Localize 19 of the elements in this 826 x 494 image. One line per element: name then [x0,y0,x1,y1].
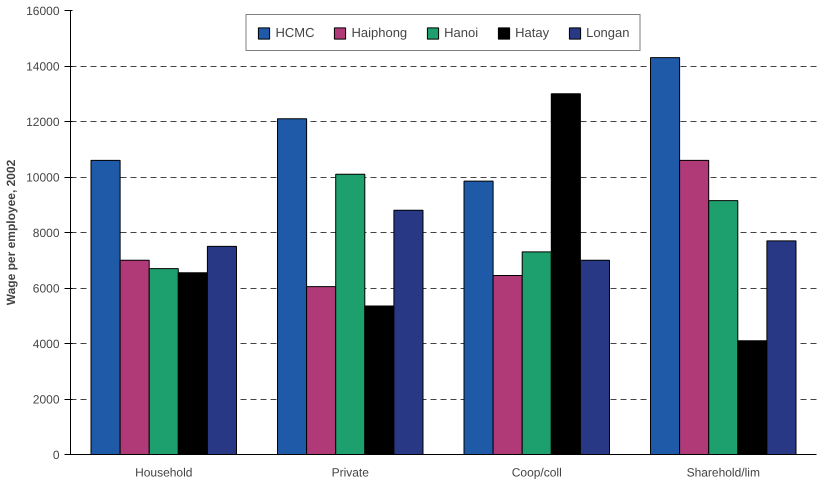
y-tick-label: 12000 [26,115,60,129]
y-tick-label: 2000 [32,392,60,406]
y-tick-label: 0 [52,448,60,462]
x-tick-label: Coop/coll [512,466,562,480]
legend-label: Hanoi [444,25,478,40]
y-tick-label: 4000 [32,337,60,351]
y-tick-label: 8000 [32,226,60,240]
legend-label: Longan [586,25,630,40]
legend-label: Haiphong [352,25,408,40]
y-tick-label: 10000 [26,170,60,184]
x-tick-label: Sharehold/lim [686,466,760,480]
y-tick-label: 14000 [26,60,60,74]
legend-label: HCMC [276,25,315,40]
x-tick-label: Private [332,466,370,480]
y-tick-label: 6000 [32,282,60,296]
y-tick-label: 16000 [26,4,60,18]
legend-label: Hatay [515,25,550,40]
x-tick-label: Household [135,466,192,480]
y-axis-title: Wage per employee, 2002 [4,159,18,306]
